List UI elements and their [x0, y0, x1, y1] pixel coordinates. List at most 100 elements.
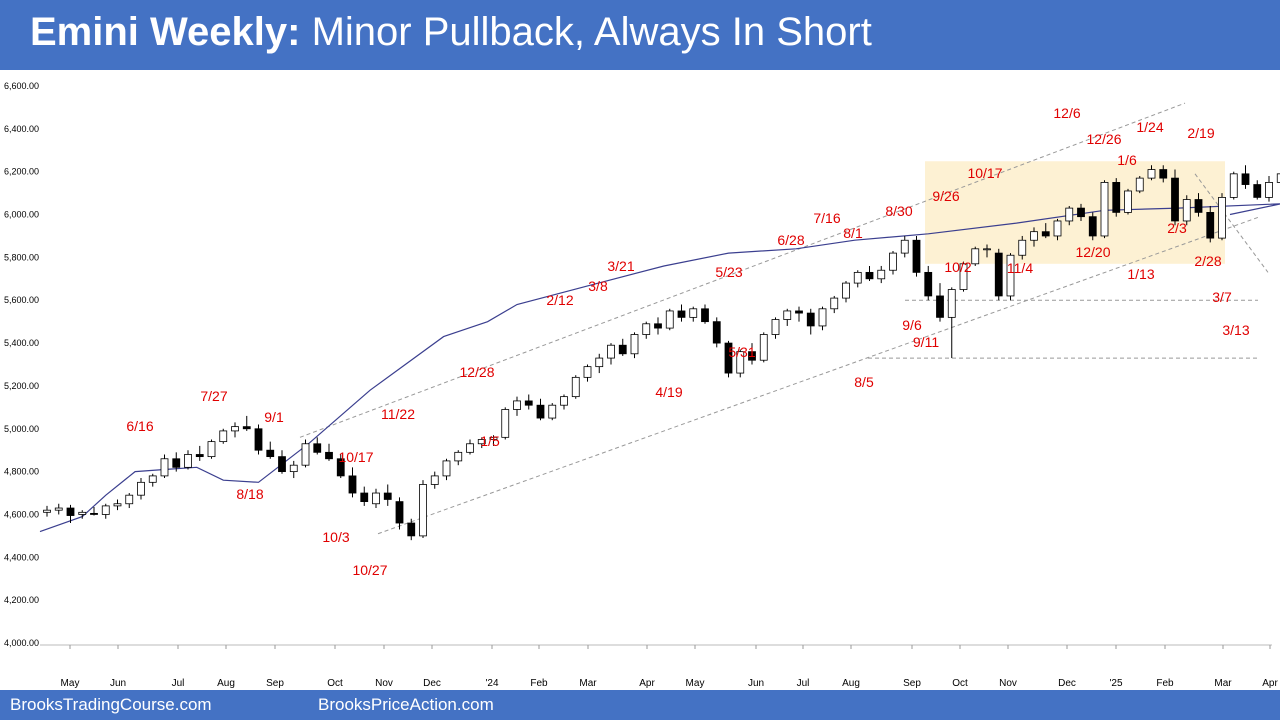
candle	[842, 280, 850, 303]
date-annotation: 1/6	[1117, 152, 1137, 168]
bull-candle-body	[1065, 207, 1074, 222]
x-tick-label: Jul	[172, 678, 185, 689]
candle	[771, 317, 780, 339]
candle	[1006, 253, 1015, 301]
candle	[1253, 180, 1262, 200]
y-axis: 6,600.00 6,400.00 6,200.00 6,000.00 5,800.00…	[4, 81, 39, 648]
candle	[642, 321, 651, 339]
bull-candle-body	[818, 308, 827, 327]
chart-title: Emini Weekly: Minor Pullback, Always In …	[30, 10, 872, 55]
candle	[912, 235, 921, 277]
candle	[583, 364, 592, 382]
candle	[783, 308, 792, 326]
upper-channel-line	[299, 102, 1186, 438]
date-annotation: 1/5	[480, 433, 500, 449]
bull-candle-body	[501, 409, 510, 438]
y-tick-label: 4,800.00	[4, 467, 39, 477]
bull-candle-body	[783, 310, 792, 320]
x-tick-label: Sep	[266, 678, 284, 689]
date-annotation: 9/1	[264, 409, 284, 425]
title-rest: Minor Pullback, Always In Short	[300, 10, 872, 54]
date-annotation: 3/7	[1212, 289, 1232, 305]
candle	[195, 445, 204, 461]
bull-candle-body	[184, 454, 192, 468]
y-tick-label: 5,800.00	[4, 252, 39, 262]
bear-candle-body	[1206, 211, 1215, 239]
bull-candle-body	[54, 507, 63, 511]
bull-candle-body	[607, 344, 615, 359]
bull-candle-body	[160, 458, 169, 477]
bear-candle-body	[278, 456, 286, 473]
candle	[607, 343, 615, 365]
candle	[748, 343, 756, 365]
date-annotation: 3/13	[1222, 322, 1249, 338]
bear-candle-body	[1241, 173, 1250, 185]
candle	[348, 467, 357, 498]
date-annotation: 8/1	[843, 225, 863, 241]
bull-candle-body	[959, 263, 968, 290]
bull-candle-body	[1100, 182, 1109, 237]
bull-candle-body	[1265, 182, 1273, 198]
candle	[677, 304, 686, 322]
x-tick-label: '25	[1109, 678, 1122, 689]
bear-candle-body	[994, 252, 1003, 297]
candle	[983, 244, 991, 258]
bear-candle-body	[383, 492, 392, 500]
bull-candle-body	[1018, 239, 1027, 256]
candle	[1030, 227, 1038, 247]
candle	[1182, 195, 1191, 226]
candle	[548, 403, 557, 421]
footer-left-link[interactable]: BrooksTradingCourse.com	[10, 695, 212, 714]
footer-bar: BrooksTradingCourse.com BrooksPriceActio…	[0, 690, 1280, 720]
date-annotation: 12/28	[459, 364, 494, 380]
bull-candle-body	[442, 460, 451, 477]
candle	[125, 493, 134, 509]
bull-candle-body	[1135, 177, 1144, 192]
candle	[618, 338, 627, 356]
candle	[172, 452, 181, 472]
bear-candle-body	[912, 239, 921, 273]
x-tick-label: Aug	[217, 678, 235, 689]
x-axis: May Jun Jul Aug Sep Oct Nov Dec '24 Feb Mar Apr May J…	[61, 645, 1278, 689]
candle	[395, 497, 404, 530]
x-tick-label: Jun	[748, 678, 764, 689]
bull-candle-body	[736, 351, 745, 374]
date-annotation: 5/23	[715, 264, 742, 280]
candle	[1065, 205, 1074, 226]
bear-candle-body	[701, 308, 709, 323]
bull-candle-body	[759, 334, 768, 361]
candle	[383, 484, 392, 506]
candle	[454, 450, 463, 466]
candle	[513, 396, 521, 416]
date-annotation: 3/8	[588, 278, 608, 294]
x-tick-label: May	[61, 678, 80, 689]
x-tick-label: Jun	[110, 678, 126, 689]
candle	[489, 435, 498, 446]
candle	[724, 340, 733, 378]
candle	[1171, 169, 1179, 226]
bull-candle-body	[125, 494, 134, 505]
bull-candle-body	[489, 436, 498, 440]
date-annotation: 7/27	[200, 388, 227, 404]
candle	[372, 488, 380, 509]
candlestick-chart: 6,600.00 6,400.00 6,200.00 6,000.00 5,800.00…	[4, 81, 1280, 689]
date-annotation: 1/24	[1136, 119, 1163, 135]
bear-candle-body	[325, 451, 333, 460]
candle	[654, 317, 662, 335]
date-annotation: 9/11	[913, 334, 939, 350]
bear-candle-body	[1159, 169, 1168, 179]
candle	[947, 287, 956, 359]
bull-candle-body	[466, 443, 474, 453]
bear-candle-body	[724, 342, 733, 374]
bear-candle-body	[536, 404, 545, 419]
date-annotation: 2/3	[1167, 220, 1187, 236]
bull-candle-body	[1006, 254, 1015, 297]
y-tick-label: 5,000.00	[4, 424, 39, 434]
footer-right-link[interactable]: BrooksPriceAction.com	[318, 695, 494, 714]
candle	[219, 428, 228, 444]
x-tick-label: Sep	[903, 678, 921, 689]
date-annotation: 10/3	[322, 529, 349, 545]
date-annotation: 6/28	[777, 232, 804, 248]
x-tick-label: Nov	[999, 678, 1017, 689]
x-tick-label: Mar	[579, 678, 597, 689]
